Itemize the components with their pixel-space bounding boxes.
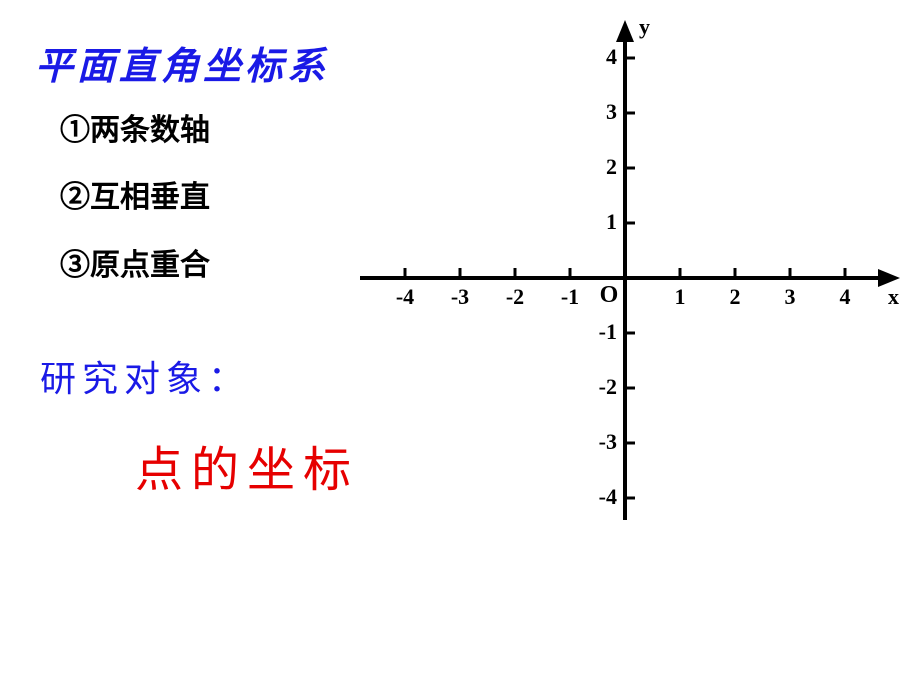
x-tick-4: 4: [825, 284, 865, 310]
origin-label: O: [597, 282, 621, 309]
y-tick-2: 2: [577, 154, 617, 180]
y-tick--3: -3: [577, 429, 617, 455]
y-tick-3: 3: [577, 99, 617, 125]
y-tick--4: -4: [577, 484, 617, 510]
y-tick-1: 1: [577, 209, 617, 235]
y-tick-4: 4: [577, 44, 617, 70]
x-axis-label: x: [888, 284, 899, 310]
x-tick-3: 3: [770, 284, 810, 310]
x-tick-2: 2: [715, 284, 755, 310]
x-tick-1: 1: [660, 284, 700, 310]
x-tick--4: -4: [385, 284, 425, 310]
x-tick--3: -3: [440, 284, 480, 310]
y-tick--1: -1: [577, 319, 617, 345]
y-tick--2: -2: [577, 374, 617, 400]
coordinate-chart: [0, 0, 920, 690]
x-tick--2: -2: [495, 284, 535, 310]
y-axis-label: y: [639, 14, 650, 40]
x-tick--1: -1: [550, 284, 590, 310]
